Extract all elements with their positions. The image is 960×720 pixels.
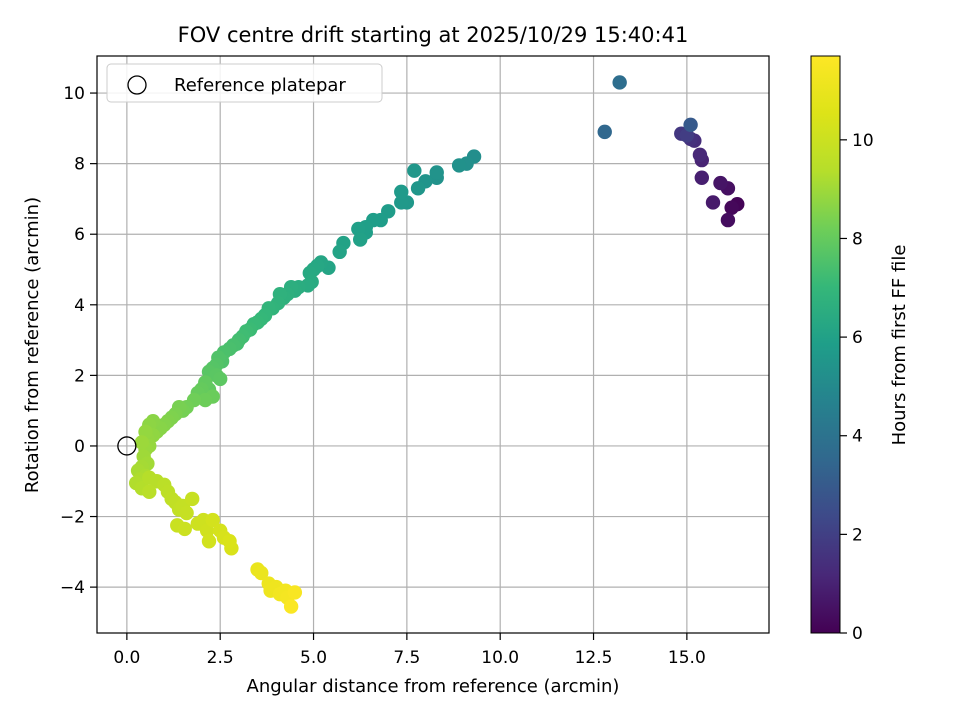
y-axis-label: Rotation from reference (arcmin) [22,197,43,493]
colorbar-label: Hours from first FF file [889,245,910,446]
data-point [394,195,409,210]
y-tick-label: 6 [74,225,85,245]
x-tick-label: 12.5 [575,648,613,668]
data-point [410,181,426,196]
data-point [179,505,194,521]
legend-box [106,63,383,103]
data-point [198,392,213,408]
legend-label: Reference platepar [174,75,346,96]
colorbar: 0 2 4 6 8 10 Hours from first FF file [810,55,910,644]
x-tick-label: 10.0 [481,648,519,668]
x-tick-label: 0.0 [113,648,140,668]
y-tick-label: 8 [74,155,85,175]
x-tick-label: 15.0 [668,648,706,668]
grid [97,56,769,633]
data-point [597,124,612,140]
colorbar-tick-label: 4 [852,427,863,447]
y-axis-ticks: −4 −2 0 2 4 6 8 10 [60,84,97,598]
data-point [429,165,444,180]
data-point [720,212,736,228]
data-point [254,565,269,581]
data-point [724,200,739,215]
x-tick-label: 7.5 [393,648,420,668]
data-point [692,147,708,163]
data-point [332,244,347,260]
y-tick-label: 2 [74,366,85,386]
data-point [394,184,409,200]
legend: Reference platepar [106,63,383,103]
colorbar-tick-label: 6 [852,328,863,348]
x-axis-ticks: 0.0 2.5 5.0 7.5 10.0 12.5 15.0 [113,633,706,668]
data-point [683,117,698,133]
y-tick-label: 10 [63,84,85,104]
colorbar-tick-label: 10 [852,131,874,151]
x-axis-label: Angular distance from reference (arcmin) [247,676,620,697]
colorbar-gradient [810,55,841,634]
y-tick-label: 0 [74,437,85,457]
plot-frame [96,55,770,634]
colorbar-tick-label: 0 [852,624,863,644]
data-point [177,521,192,537]
data-point [612,75,627,90]
y-tick-label: 4 [74,296,85,316]
x-tick-label: 5.0 [300,648,327,668]
data-point [353,232,368,247]
y-tick-label: −2 [60,508,85,528]
legend-marker-icon [127,75,147,95]
data-point [287,585,303,600]
data-point [201,534,217,549]
data-point [283,599,299,614]
data-point [713,175,728,191]
data-point [407,163,422,178]
reference-point [117,436,137,456]
data-point [451,158,467,173]
colorbar-tick-label: 8 [852,229,863,249]
colorbar-tick-label: 2 [852,525,863,545]
data-point [705,195,721,210]
data-point [213,371,228,387]
data-point [222,534,237,549]
y-tick-label: −4 [60,578,85,598]
data-point [694,170,709,185]
data-point [134,435,149,450]
data-point [205,512,220,528]
data-point [142,484,157,500]
x-tick-label: 2.5 [207,648,234,668]
chart-title: FOV centre drift starting at 2025/10/29 … [178,23,689,47]
data-point [185,491,200,507]
data-points [129,75,745,614]
colorbar-ticks: 0 2 4 6 8 10 [840,131,874,644]
